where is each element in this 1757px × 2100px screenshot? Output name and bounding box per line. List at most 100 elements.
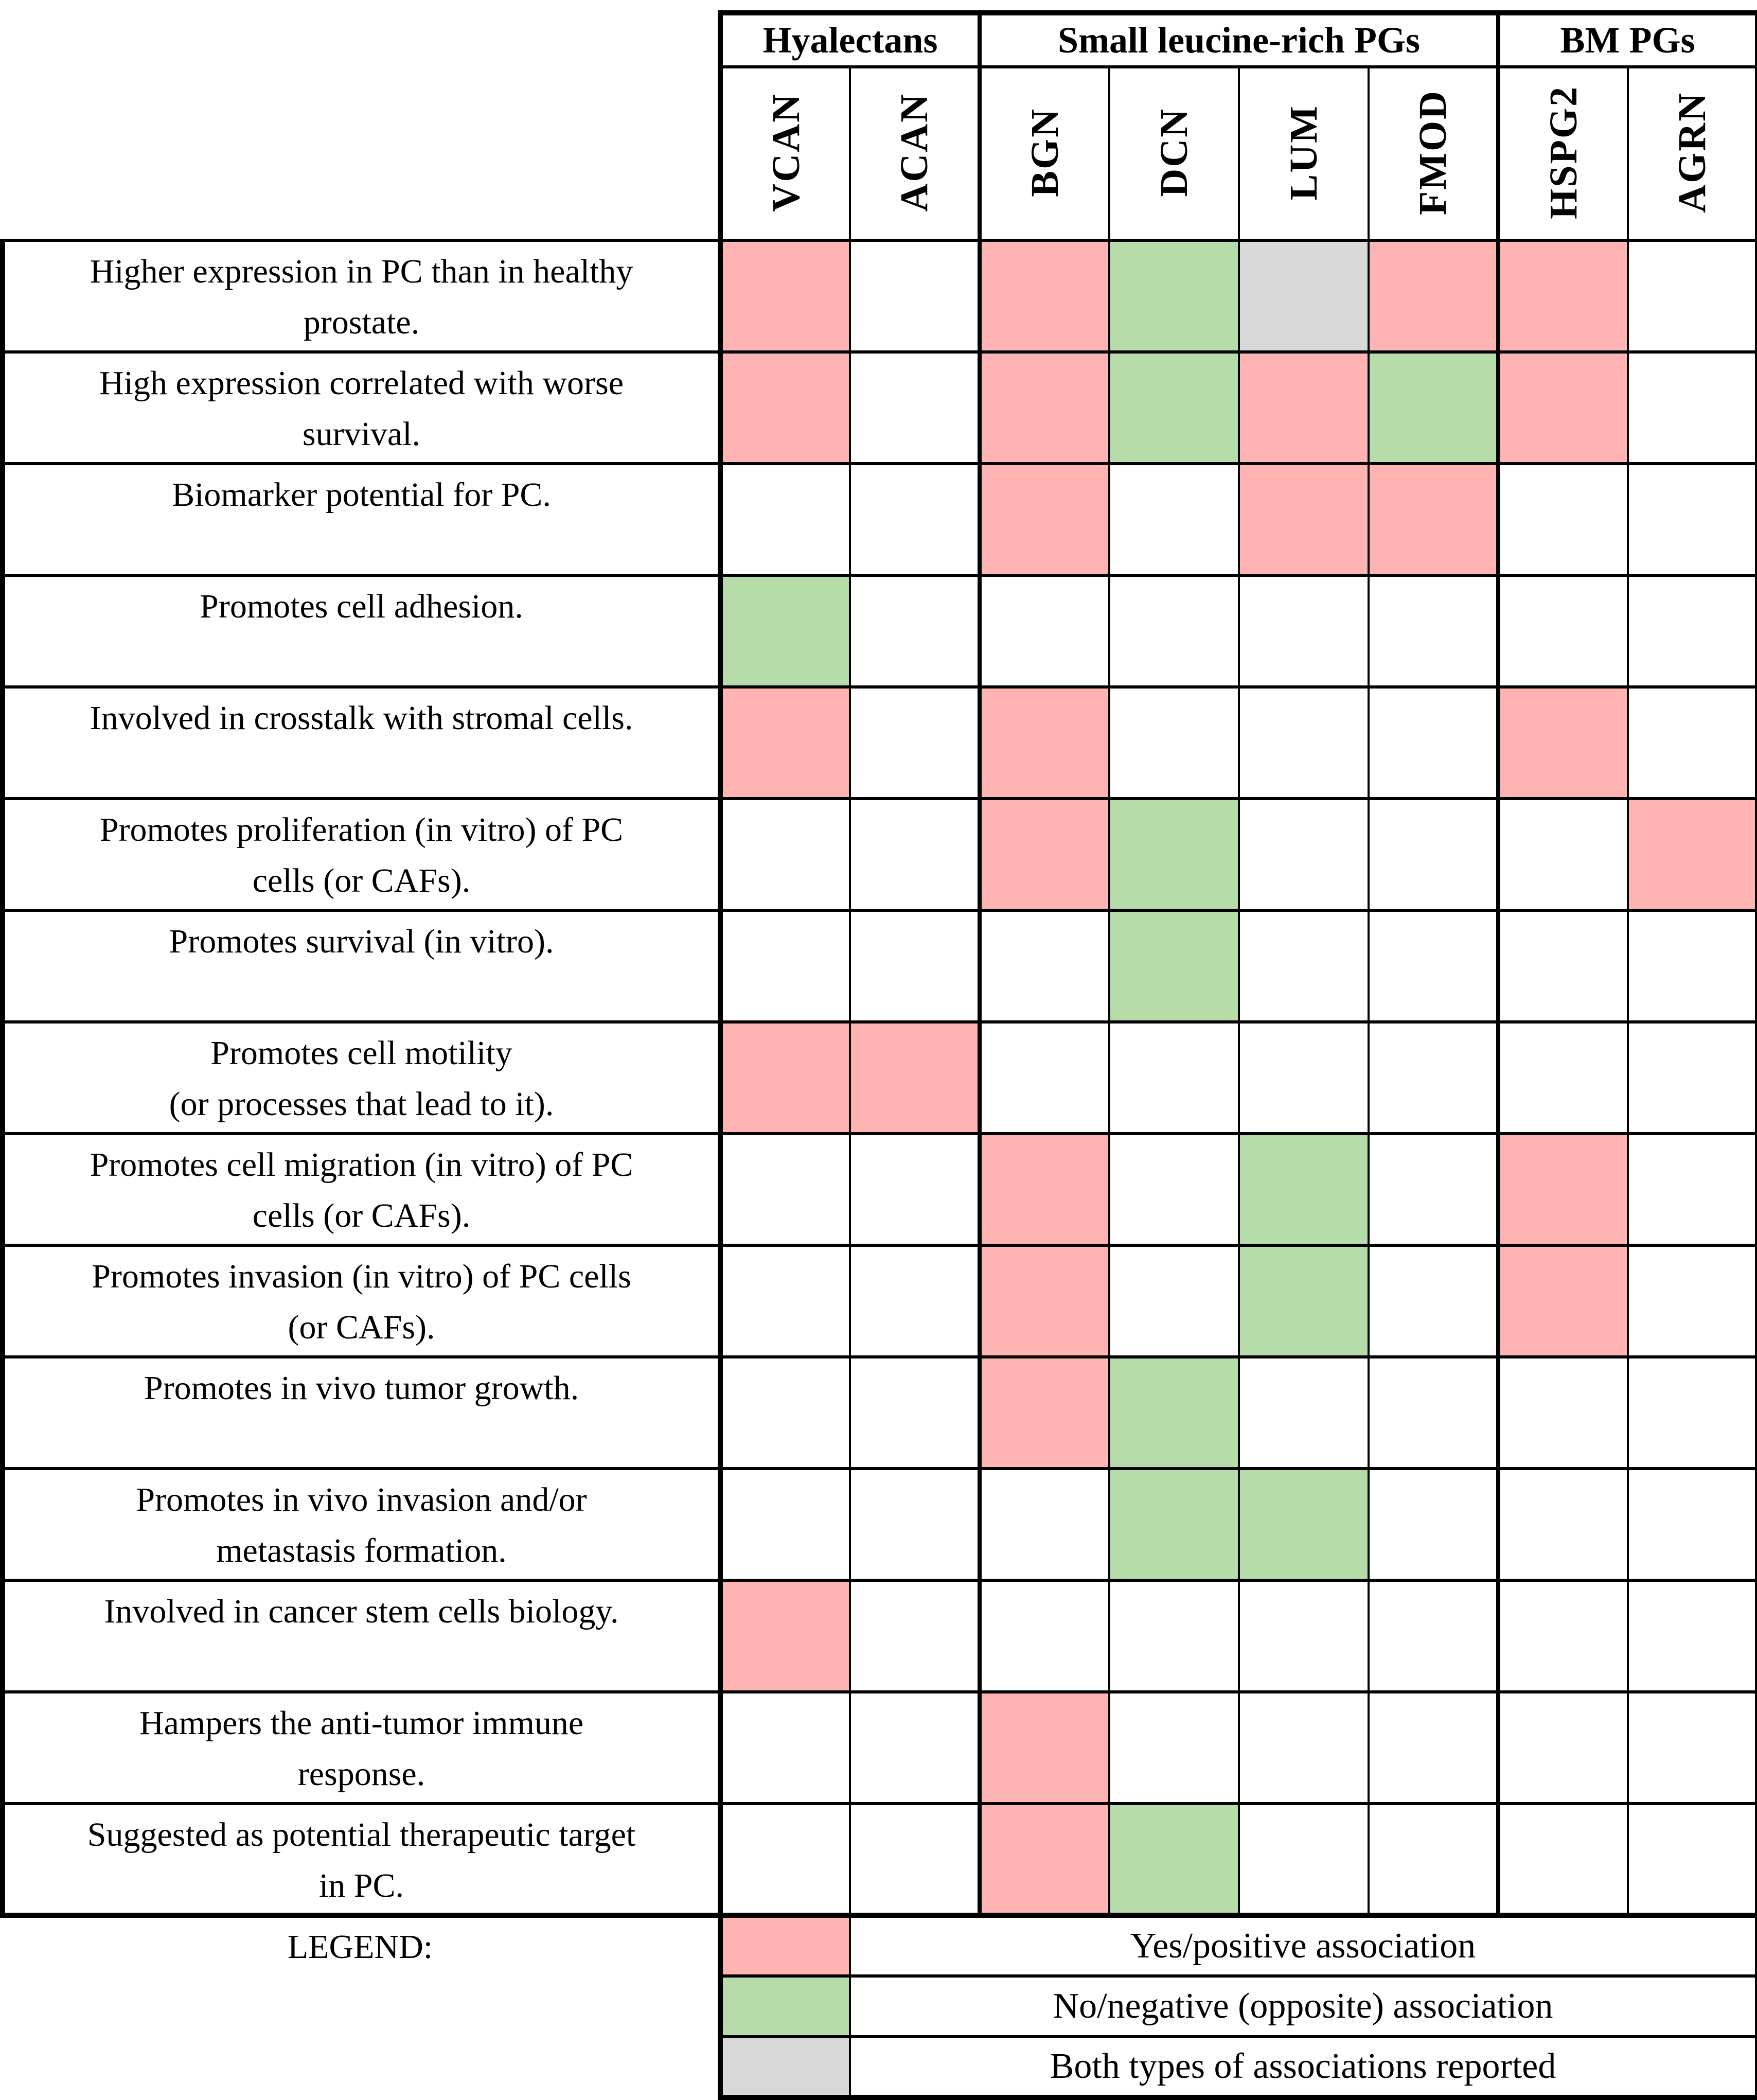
- matrix-cell: [1497, 1579, 1629, 1693]
- matrix-cell: [979, 1467, 1110, 1582]
- column-header-agrn: AGRN: [1626, 65, 1757, 242]
- pg-association-table: Hyalectans Small leucine-rich PGs BM PGs V…: [0, 10, 1757, 2100]
- matrix-cell: [1626, 462, 1757, 577]
- matrix-cell: [849, 797, 982, 912]
- matrix-cell: [1108, 574, 1240, 689]
- matrix-cell: [849, 909, 982, 1023]
- row-label: High expression correlated with worse su…: [0, 350, 721, 465]
- legend-label: Yes/positive association: [848, 1914, 1757, 1978]
- column-header-dcn: DCN: [1108, 65, 1240, 242]
- matrix-cell: [718, 239, 851, 354]
- matrix-cell: [1497, 1690, 1629, 1805]
- matrix-cell: [849, 1244, 982, 1358]
- table-row: Promotes cell adhesion.: [0, 574, 1757, 689]
- matrix-cell: [979, 1690, 1110, 1805]
- legend-row: LEGEND: Yes/positive association: [3, 1914, 1757, 1978]
- column-header-label: LUM: [1282, 104, 1325, 201]
- matrix-cell: [849, 1690, 982, 1805]
- table-row: Promotes in vivo tumor growth.: [0, 1355, 1757, 1470]
- matrix-cell: [718, 1132, 851, 1247]
- matrix-cell: [1497, 1467, 1629, 1582]
- matrix-cell: [849, 1802, 982, 1918]
- matrix-cell: [849, 685, 982, 800]
- matrix-cell: [1497, 1355, 1629, 1470]
- matrix-cell: [1497, 909, 1629, 1023]
- table-row: Promotes invasion (in vitro) of PC cells…: [0, 1244, 1757, 1358]
- matrix-cell: [1368, 1579, 1500, 1693]
- matrix-cell: [1626, 1132, 1757, 1247]
- matrix-cell: [979, 350, 1110, 465]
- matrix-cell: [1497, 797, 1629, 912]
- matrix-cell: [1626, 1467, 1757, 1582]
- matrix-cell: [979, 462, 1110, 577]
- matrix-cell: [979, 909, 1110, 1023]
- table-row: Involved in cancer stem cells biology.: [0, 1579, 1757, 1693]
- matrix-cell: [1368, 350, 1500, 465]
- matrix-cell: [849, 239, 982, 354]
- table-row: Involved in crosstalk with stromal cells…: [0, 685, 1757, 800]
- matrix-cell: [1108, 1244, 1240, 1358]
- legend-swatch-yes: [718, 1914, 851, 1978]
- matrix-cell: [1238, 685, 1370, 800]
- matrix-cell: [1238, 797, 1370, 912]
- matrix-cell: [979, 1355, 1110, 1470]
- legend-spacer: [3, 1976, 720, 2037]
- matrix-cell: [1368, 909, 1500, 1023]
- matrix-cell: [849, 462, 982, 577]
- matrix-cell: [1626, 685, 1757, 800]
- legend-label: No/negative (opposite) association: [848, 1974, 1757, 2038]
- matrix-cell: [979, 797, 1110, 912]
- row-label: Promotes invasion (in vitro) of PC cells…: [0, 1244, 721, 1358]
- matrix-cell: [849, 1355, 982, 1470]
- matrix-cell: [979, 1802, 1110, 1918]
- table-row: High expression correlated with worse su…: [0, 350, 1757, 465]
- table-row: Promotes in vivo invasion and/or metasta…: [0, 1467, 1757, 1582]
- matrix-cell: [1368, 1467, 1500, 1582]
- matrix-cell: [1368, 1244, 1500, 1358]
- matrix-cell: [1626, 574, 1757, 689]
- matrix-cell: [1626, 350, 1757, 465]
- matrix-cell: [1497, 685, 1629, 800]
- matrix-cell: [979, 1244, 1110, 1358]
- matrix-cell: [718, 462, 851, 577]
- matrix-cell: [718, 797, 851, 912]
- matrix-cell: [1497, 1802, 1629, 1918]
- matrix-cell: [979, 1579, 1110, 1693]
- matrix-cell: [1238, 1244, 1370, 1358]
- table-row: Promotes proliferation (in vitro) of PC …: [0, 797, 1757, 912]
- row-label: Involved in crosstalk with stromal cells…: [0, 685, 721, 800]
- column-name-row: VCAN ACAN BGN DCN LUM FMOD HSPG2 AGRN: [3, 65, 1757, 242]
- matrix-cell: [1626, 909, 1757, 1023]
- column-group-row: Hyalectans Small leucine-rich PGs BM PGs: [3, 10, 1757, 68]
- matrix-cell: [1238, 1467, 1370, 1582]
- matrix-cell: [718, 1355, 851, 1470]
- column-header-label: VCAN: [764, 93, 808, 212]
- matrix-cell: [1238, 462, 1370, 577]
- column-group-label: BM PGs: [1497, 10, 1757, 68]
- matrix-cell: [1626, 797, 1757, 912]
- row-label: Promotes in vivo invasion and/or metasta…: [0, 1467, 721, 1582]
- matrix-cell: [1108, 1690, 1240, 1805]
- row-label: Biomarker potential for PC.: [0, 462, 721, 577]
- row-label: Promotes cell motility (or processes tha…: [0, 1020, 721, 1135]
- matrix-cell: [1368, 1132, 1500, 1247]
- matrix-cell: [1368, 1355, 1500, 1470]
- matrix-cell: [849, 1579, 982, 1693]
- matrix-cell: [1626, 1020, 1757, 1135]
- matrix-cell: [718, 574, 851, 689]
- matrix-cell: [1108, 1020, 1240, 1135]
- matrix-cell: [979, 685, 1110, 800]
- column-header-acan: ACAN: [849, 65, 982, 242]
- table-row: Promotes cell motility (or processes tha…: [0, 1020, 1757, 1135]
- row-label: Promotes survival (in vitro).: [0, 909, 721, 1023]
- header-spacer: [3, 13, 720, 67]
- legend-row: No/negative (opposite) association: [3, 1974, 1757, 2038]
- matrix-cell: [1368, 1690, 1500, 1805]
- matrix-cell: [1626, 239, 1757, 354]
- column-group-label: Small leucine-rich PGs: [979, 10, 1500, 68]
- matrix-cell: [849, 1020, 982, 1135]
- matrix-cell: [1626, 1690, 1757, 1805]
- matrix-cell: [1108, 1355, 1240, 1470]
- legend-title: LEGEND:: [3, 1915, 720, 1976]
